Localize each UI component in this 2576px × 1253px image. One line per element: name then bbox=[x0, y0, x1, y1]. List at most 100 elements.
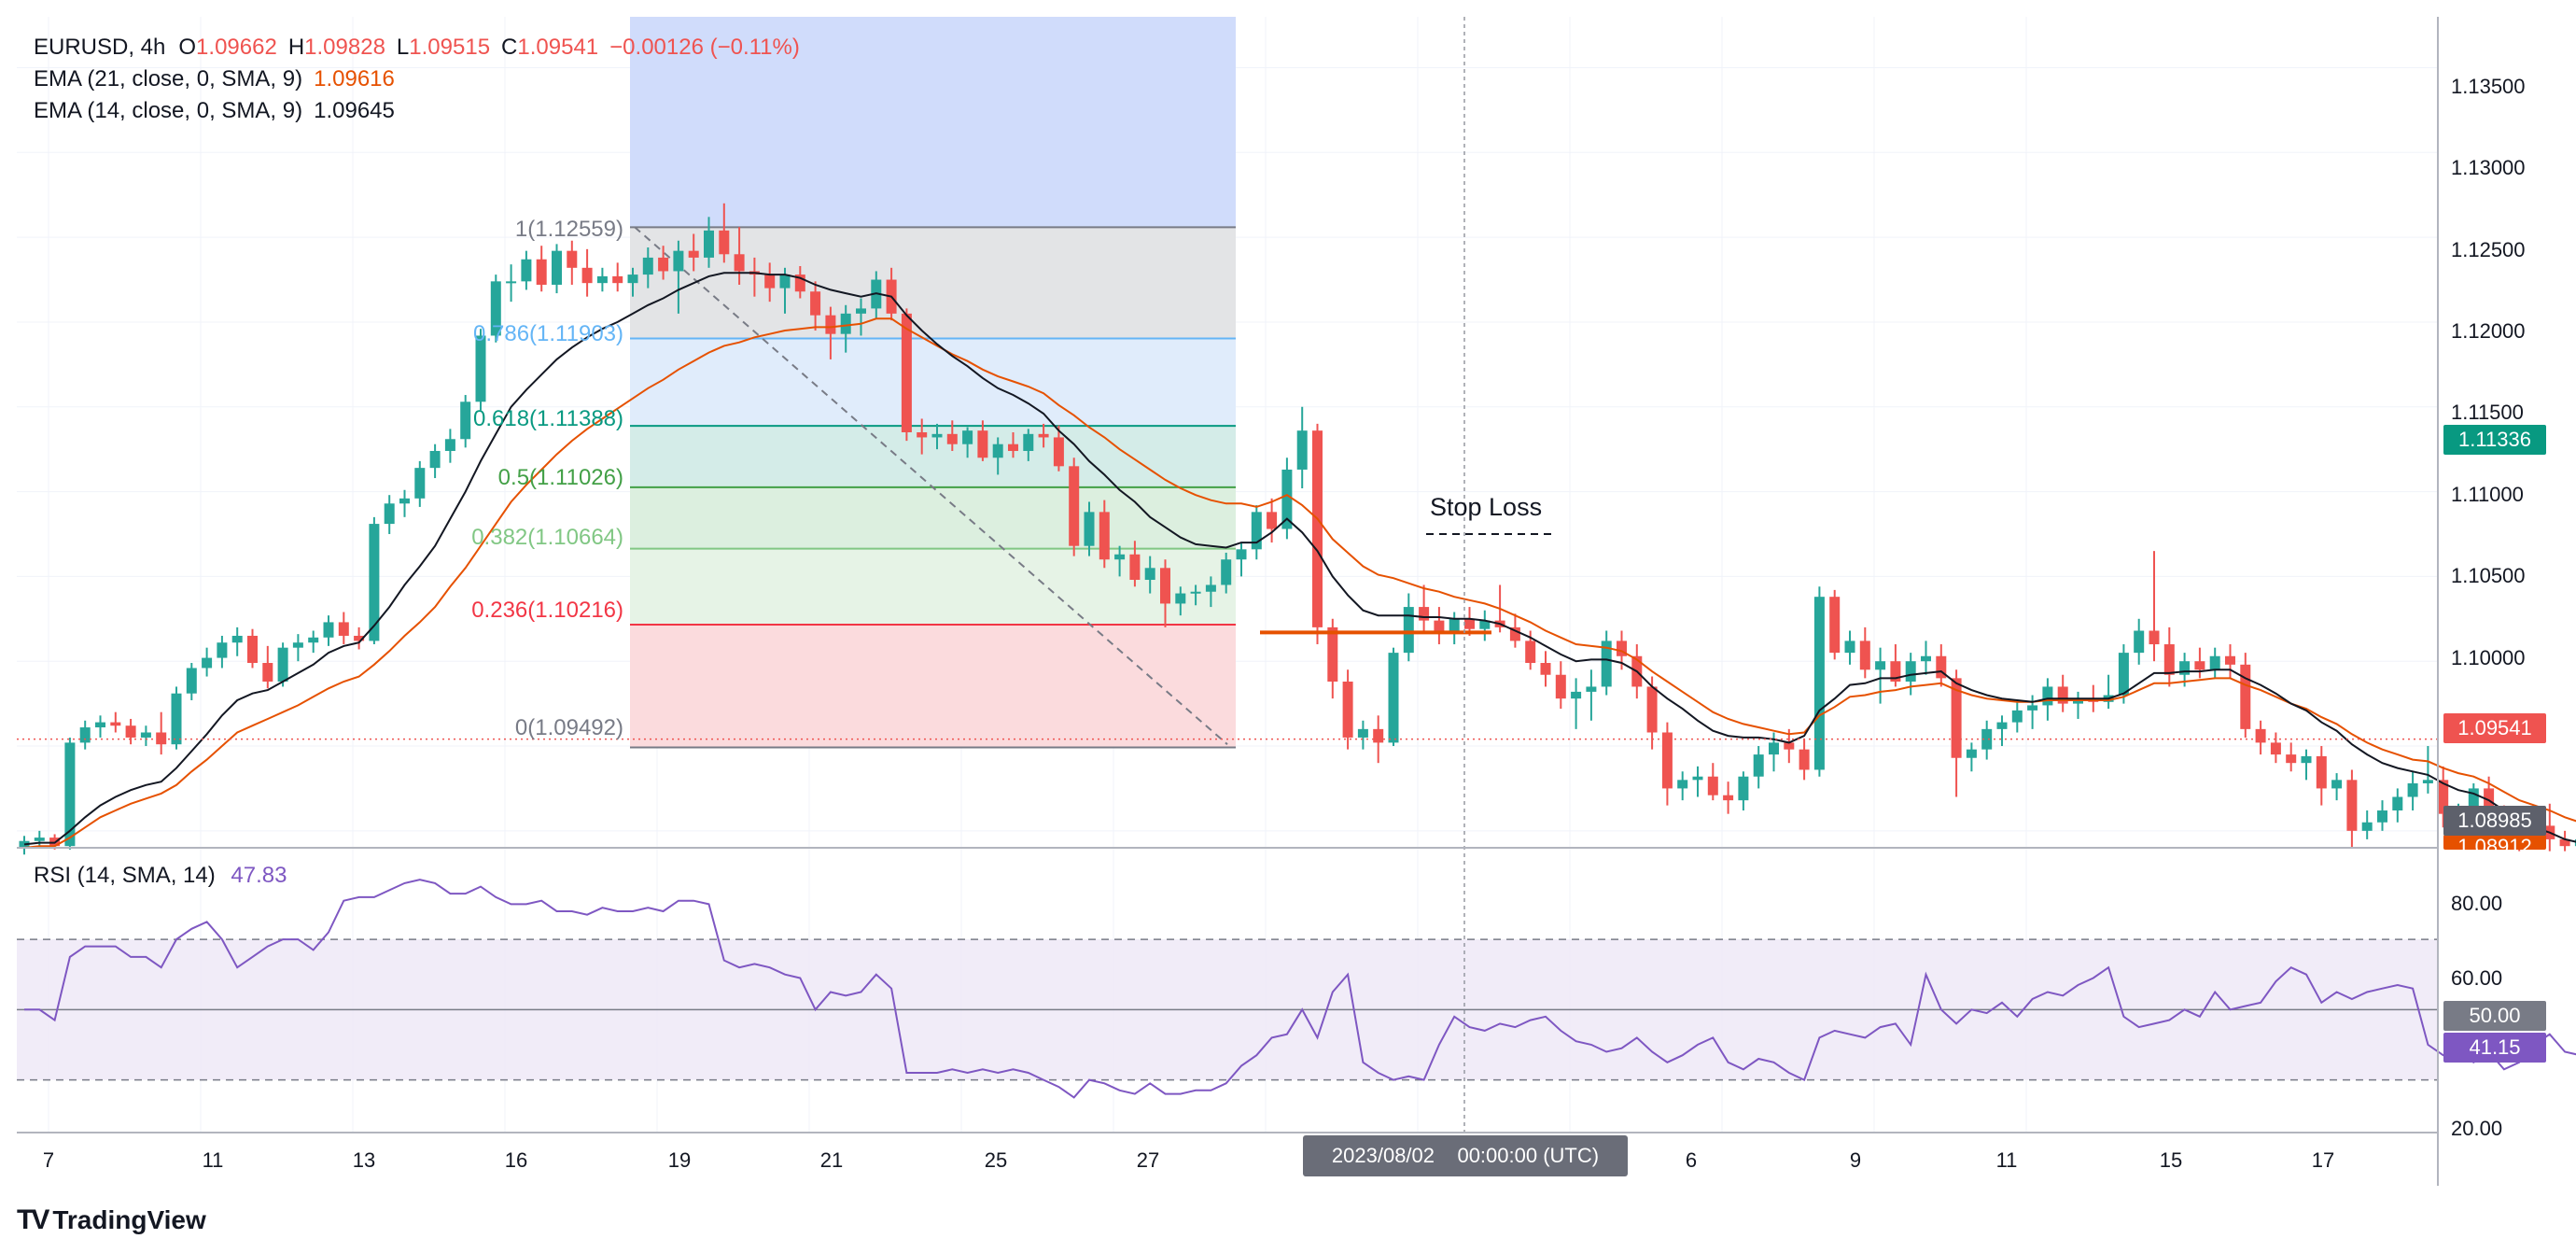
rsi-legend[interactable]: RSI (14, SMA, 14) 47.83 bbox=[34, 863, 287, 889]
candle-body bbox=[79, 727, 91, 743]
candle-body bbox=[2057, 686, 2068, 704]
candle-body bbox=[1905, 661, 1916, 682]
fib-trend-line bbox=[634, 226, 1228, 745]
candle-body bbox=[2346, 780, 2358, 831]
candle-body bbox=[840, 313, 851, 334]
time-tick: 27 bbox=[1136, 1148, 1160, 1172]
candle-body bbox=[1479, 620, 1491, 629]
candle-body bbox=[1617, 641, 1627, 656]
candle-body bbox=[1327, 626, 1338, 682]
candle-body bbox=[217, 642, 228, 658]
candle-body bbox=[1813, 597, 1825, 770]
candle-body bbox=[323, 622, 334, 638]
candle-body bbox=[962, 430, 973, 444]
candle-body bbox=[1023, 433, 1034, 451]
candle-body bbox=[1144, 568, 1155, 581]
price-tick: 1.13500 bbox=[2451, 75, 2526, 98]
tradingview-brand[interactable]: TV TradingView bbox=[17, 1204, 206, 1236]
candle-body bbox=[779, 275, 791, 289]
candle-body bbox=[2316, 755, 2327, 789]
candle-body bbox=[688, 250, 699, 258]
candle-body bbox=[642, 257, 653, 275]
fib-label-0382: 0.382(1.10664) bbox=[471, 525, 623, 550]
candle-body bbox=[2134, 630, 2145, 654]
candle-body bbox=[1890, 661, 1901, 682]
rsi-line bbox=[24, 879, 2576, 1099]
candle-body bbox=[2194, 661, 2205, 670]
legend-ema14-row[interactable]: EMA (14, close, 0, SMA, 9) 1.09645 bbox=[34, 95, 804, 127]
candle-body bbox=[2286, 754, 2297, 764]
legend-low-label: L bbox=[396, 35, 410, 60]
candle-body bbox=[1509, 626, 1520, 641]
candle-body bbox=[247, 635, 258, 664]
candle-body bbox=[658, 257, 669, 272]
candle-body bbox=[825, 315, 836, 334]
rsi-legend-value: 47.83 bbox=[231, 863, 287, 888]
candle-body bbox=[64, 742, 76, 847]
candle-body bbox=[231, 635, 243, 643]
candle-body bbox=[1859, 641, 1870, 670]
time-tick: 16 bbox=[504, 1148, 528, 1172]
candle-body bbox=[552, 250, 562, 285]
rsi-tick: 20.00 bbox=[2451, 1117, 2503, 1140]
candle-body bbox=[2361, 822, 2373, 831]
candle-body bbox=[1434, 620, 1445, 631]
candle-body bbox=[1769, 742, 1779, 755]
candle-body bbox=[1738, 776, 1749, 801]
price-badge-ema: 1.08912 bbox=[2443, 835, 2546, 850]
candle-body bbox=[596, 275, 608, 284]
candle-body bbox=[1571, 691, 1582, 699]
stop-loss-label[interactable]: Stop Loss bbox=[1430, 493, 1543, 521]
legend-ema21-value: 1.09616 bbox=[314, 66, 395, 92]
tradingview-logo-icon: TV bbox=[17, 1204, 49, 1235]
candle-body bbox=[1008, 443, 1018, 451]
candle-body bbox=[1069, 466, 1080, 546]
candle-body bbox=[1525, 641, 1536, 664]
candle-body bbox=[673, 250, 684, 272]
candle-body bbox=[567, 250, 578, 268]
candle-body bbox=[810, 291, 821, 316]
time-tick: 19 bbox=[667, 1148, 692, 1172]
candle-body bbox=[399, 498, 410, 504]
price-tick: 1.10500 bbox=[2451, 564, 2526, 587]
candle-body bbox=[627, 275, 638, 284]
candle-body bbox=[1312, 430, 1323, 627]
candle-body bbox=[1799, 749, 1810, 770]
candle-body bbox=[1784, 742, 1795, 750]
candle-body bbox=[2377, 810, 2387, 823]
candle-body bbox=[429, 450, 441, 469]
candle-body bbox=[1403, 607, 1414, 654]
candle-body bbox=[506, 281, 517, 284]
candle-body bbox=[171, 693, 182, 745]
legend-high-value: 1.09828 bbox=[304, 35, 385, 60]
rsi-tick: 60.00 bbox=[2451, 966, 2503, 990]
legend-open-value: 1.09662 bbox=[196, 35, 277, 60]
candle-body bbox=[156, 732, 167, 745]
time-tick: 9 bbox=[1849, 1148, 1862, 1172]
candle-body bbox=[1677, 780, 1688, 789]
legend-low-value: 1.09515 bbox=[409, 35, 491, 60]
legend-ema14-value: 1.09645 bbox=[314, 98, 395, 123]
legend-close-label: C bbox=[501, 35, 518, 60]
candle-body bbox=[704, 230, 714, 258]
fib-zone-top bbox=[630, 17, 1236, 228]
fib-zone bbox=[630, 227, 1236, 339]
candle-body bbox=[1981, 728, 1993, 750]
legend-ema21-row[interactable]: EMA (21, close, 0, SMA, 9) 1.09616 bbox=[34, 63, 804, 95]
candle-body bbox=[1129, 554, 1141, 581]
rsi-badge-value: 41.15 bbox=[2443, 1033, 2546, 1063]
candle-body bbox=[1829, 597, 1841, 654]
rsi-badge-mid: 50.00 bbox=[2443, 1001, 2546, 1031]
price-tick: 1.11500 bbox=[2451, 401, 2524, 424]
candle-body bbox=[2240, 664, 2251, 729]
legend-high-label: H bbox=[287, 35, 305, 60]
candle-body bbox=[1844, 641, 1855, 654]
rsi-tick: 80.00 bbox=[2451, 892, 2503, 915]
fib-zone bbox=[630, 548, 1236, 625]
price-tick: 1.13000 bbox=[2451, 156, 2526, 179]
candle-body bbox=[354, 635, 365, 641]
candle-body bbox=[1251, 512, 1262, 550]
candle-body bbox=[444, 439, 455, 451]
brand-name: TradingView bbox=[52, 1205, 206, 1234]
